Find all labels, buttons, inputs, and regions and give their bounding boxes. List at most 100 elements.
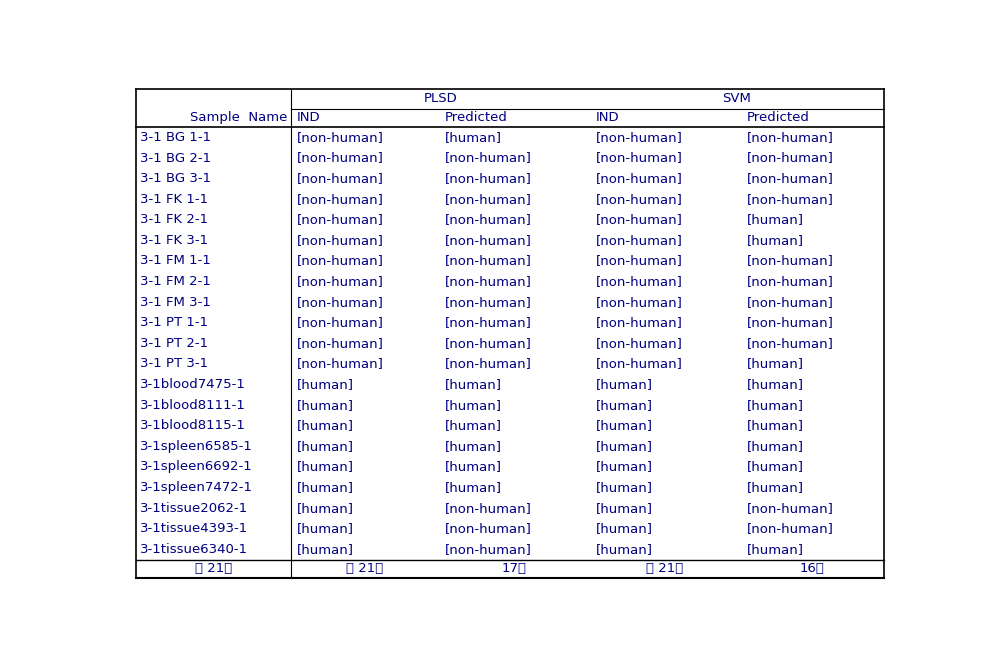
Text: [human]: [human] <box>595 378 652 391</box>
Text: [human]: [human] <box>297 501 354 515</box>
Text: 3-1 BG 3-1: 3-1 BG 3-1 <box>140 172 211 185</box>
Text: 3-1tissue2062-1: 3-1tissue2062-1 <box>140 501 248 515</box>
Text: [non-human]: [non-human] <box>297 255 384 268</box>
Text: 3-1blood8111-1: 3-1blood8111-1 <box>140 399 246 412</box>
Text: [non-human]: [non-human] <box>444 337 531 350</box>
Text: [non-human]: [non-human] <box>444 522 531 535</box>
Text: 3-1tissue6340-1: 3-1tissue6340-1 <box>140 543 248 556</box>
Text: [non-human]: [non-human] <box>595 151 682 164</box>
Text: 3-1 FK 2-1: 3-1 FK 2-1 <box>140 213 208 226</box>
Text: 3-1 PT 3-1: 3-1 PT 3-1 <box>140 357 208 370</box>
Text: [non-human]: [non-human] <box>444 151 531 164</box>
Text: 3-1 FM 3-1: 3-1 FM 3-1 <box>140 295 211 309</box>
Text: [non-human]: [non-human] <box>595 316 682 329</box>
Text: [human]: [human] <box>297 378 354 391</box>
Text: [non-human]: [non-human] <box>297 193 384 206</box>
Text: [non-human]: [non-human] <box>444 172 531 185</box>
Text: 3-1 PT 2-1: 3-1 PT 2-1 <box>140 337 208 350</box>
Text: [non-human]: [non-human] <box>746 316 833 329</box>
Text: [non-human]: [non-human] <box>444 275 531 288</box>
Text: [human]: [human] <box>595 399 652 412</box>
Text: [human]: [human] <box>595 440 652 453</box>
Text: [human]: [human] <box>595 522 652 535</box>
Text: 3-1 BG 1-1: 3-1 BG 1-1 <box>140 131 211 144</box>
Text: [non-human]: [non-human] <box>297 275 384 288</box>
Text: [non-human]: [non-human] <box>595 131 682 144</box>
Text: [non-human]: [non-human] <box>444 234 531 247</box>
Text: [non-human]: [non-human] <box>297 172 384 185</box>
Text: 3-1 FM 1-1: 3-1 FM 1-1 <box>140 255 211 268</box>
Text: [non-human]: [non-human] <box>595 357 682 370</box>
Text: [human]: [human] <box>746 481 803 494</box>
Text: [human]: [human] <box>746 543 803 556</box>
Text: 총 21개: 총 21개 <box>346 563 383 575</box>
Text: [human]: [human] <box>746 461 803 474</box>
Text: [human]: [human] <box>297 481 354 494</box>
Text: [non-human]: [non-human] <box>444 295 531 309</box>
Text: 3-1spleen7472-1: 3-1spleen7472-1 <box>140 481 252 494</box>
Text: [non-human]: [non-human] <box>746 131 833 144</box>
Text: [non-human]: [non-human] <box>444 501 531 515</box>
Text: [human]: [human] <box>746 357 803 370</box>
Text: [non-human]: [non-human] <box>297 357 384 370</box>
Text: [non-human]: [non-human] <box>746 522 833 535</box>
Text: [non-human]: [non-human] <box>746 295 833 309</box>
Text: [non-human]: [non-human] <box>297 131 384 144</box>
Text: [non-human]: [non-human] <box>595 234 682 247</box>
Text: 3-1 PT 1-1: 3-1 PT 1-1 <box>140 316 208 329</box>
Text: [non-human]: [non-human] <box>595 193 682 206</box>
Text: PLSD: PLSD <box>422 92 456 105</box>
Text: [human]: [human] <box>444 481 501 494</box>
Text: [human]: [human] <box>444 378 501 391</box>
Text: [non-human]: [non-human] <box>746 193 833 206</box>
Text: 3-1 BG 2-1: 3-1 BG 2-1 <box>140 151 211 164</box>
Text: 총 21개: 총 21개 <box>195 563 232 575</box>
Text: [non-human]: [non-human] <box>297 337 384 350</box>
Text: [human]: [human] <box>444 131 501 144</box>
Text: [non-human]: [non-human] <box>595 255 682 268</box>
Text: [human]: [human] <box>444 399 501 412</box>
Text: [non-human]: [non-human] <box>444 357 531 370</box>
Text: [human]: [human] <box>595 461 652 474</box>
Text: Predicted: Predicted <box>746 111 809 124</box>
Text: [non-human]: [non-human] <box>297 213 384 226</box>
Text: [human]: [human] <box>746 419 803 432</box>
Text: [non-human]: [non-human] <box>595 337 682 350</box>
Text: [non-human]: [non-human] <box>444 213 531 226</box>
Text: [human]: [human] <box>746 213 803 226</box>
Text: [non-human]: [non-human] <box>746 275 833 288</box>
Text: [human]: [human] <box>746 440 803 453</box>
Text: [non-human]: [non-human] <box>297 316 384 329</box>
Text: [human]: [human] <box>297 399 354 412</box>
Text: [human]: [human] <box>595 501 652 515</box>
Text: 3-1 FK 3-1: 3-1 FK 3-1 <box>140 234 208 247</box>
Text: 3-1spleen6585-1: 3-1spleen6585-1 <box>140 440 252 453</box>
Text: [non-human]: [non-human] <box>746 501 833 515</box>
Text: [human]: [human] <box>746 234 803 247</box>
Text: [non-human]: [non-human] <box>444 255 531 268</box>
Text: [human]: [human] <box>595 481 652 494</box>
Text: [non-human]: [non-human] <box>297 151 384 164</box>
Text: 3-1blood7475-1: 3-1blood7475-1 <box>140 378 246 391</box>
Text: [human]: [human] <box>297 419 354 432</box>
Text: [non-human]: [non-human] <box>444 543 531 556</box>
Text: [non-human]: [non-human] <box>746 172 833 185</box>
Text: [non-human]: [non-human] <box>595 172 682 185</box>
Text: Predicted: Predicted <box>444 111 507 124</box>
Text: [human]: [human] <box>297 543 354 556</box>
Text: [non-human]: [non-human] <box>595 295 682 309</box>
Text: [non-human]: [non-human] <box>444 316 531 329</box>
Text: [human]: [human] <box>444 461 501 474</box>
Text: 16개: 16개 <box>799 563 824 575</box>
Text: Sample  Name: Sample Name <box>190 111 287 124</box>
Text: [human]: [human] <box>595 543 652 556</box>
Text: [non-human]: [non-human] <box>297 295 384 309</box>
Text: [non-human]: [non-human] <box>746 337 833 350</box>
Text: [human]: [human] <box>297 522 354 535</box>
Text: 3-1spleen6692-1: 3-1spleen6692-1 <box>140 461 252 474</box>
Text: 17개: 17개 <box>501 563 526 575</box>
Text: [human]: [human] <box>746 399 803 412</box>
Text: [human]: [human] <box>297 461 354 474</box>
Text: [non-human]: [non-human] <box>595 213 682 226</box>
Text: 3-1 FM 2-1: 3-1 FM 2-1 <box>140 275 211 288</box>
